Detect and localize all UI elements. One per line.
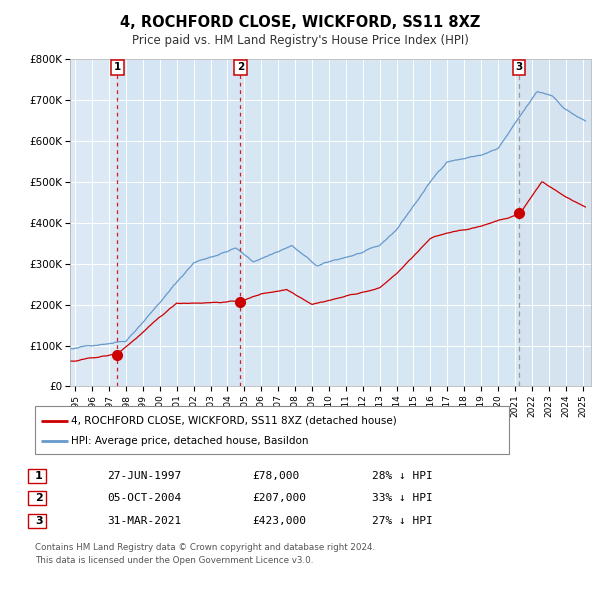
Text: £207,000: £207,000 [252, 493, 306, 503]
Text: 31-MAR-2021: 31-MAR-2021 [107, 516, 181, 526]
Text: HPI: Average price, detached house, Basildon: HPI: Average price, detached house, Basi… [71, 437, 308, 446]
Text: 28% ↓ HPI: 28% ↓ HPI [372, 471, 433, 481]
Text: Price paid vs. HM Land Registry's House Price Index (HPI): Price paid vs. HM Land Registry's House … [131, 34, 469, 47]
Text: 27% ↓ HPI: 27% ↓ HPI [372, 516, 433, 526]
Text: 33% ↓ HPI: 33% ↓ HPI [372, 493, 433, 503]
Text: 05-OCT-2004: 05-OCT-2004 [107, 493, 181, 503]
Bar [241, 59, 519, 386]
Text: 4, ROCHFORD CLOSE, WICKFORD, SS11 8XZ (detached house): 4, ROCHFORD CLOSE, WICKFORD, SS11 8XZ (d… [71, 416, 397, 425]
Text: 3: 3 [515, 62, 523, 72]
Text: 2: 2 [35, 493, 43, 503]
Text: 1: 1 [35, 471, 43, 481]
Text: £423,000: £423,000 [252, 516, 306, 526]
Bar [70, 59, 118, 386]
Text: 1: 1 [114, 62, 121, 72]
Text: Contains HM Land Registry data © Crown copyright and database right 2024.: Contains HM Land Registry data © Crown c… [35, 543, 375, 552]
Text: 2: 2 [236, 62, 244, 72]
Text: £78,000: £78,000 [252, 471, 299, 481]
Text: This data is licensed under the Open Government Licence v3.0.: This data is licensed under the Open Gov… [35, 556, 313, 565]
Bar [118, 59, 241, 386]
Text: 27-JUN-1997: 27-JUN-1997 [107, 471, 181, 481]
Text: 4, ROCHFORD CLOSE, WICKFORD, SS11 8XZ: 4, ROCHFORD CLOSE, WICKFORD, SS11 8XZ [120, 15, 480, 30]
Text: 3: 3 [35, 516, 43, 526]
Bar [519, 59, 591, 386]
